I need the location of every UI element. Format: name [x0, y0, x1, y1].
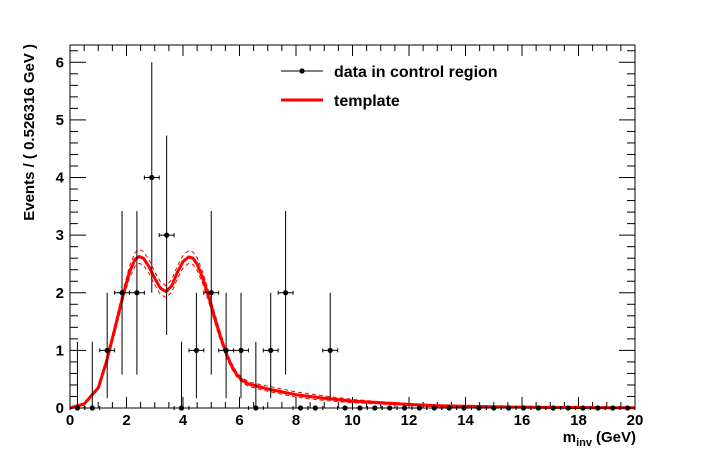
data-points — [69, 62, 636, 411]
template-uncertainty-band — [69, 249, 636, 409]
data-point-marker — [342, 405, 348, 411]
y-tick-label: 1 — [56, 342, 64, 359]
data-point — [114, 210, 130, 375]
data-point-marker — [535, 405, 541, 411]
data-point — [247, 341, 264, 411]
x-axis-title: minv (GeV) — [563, 429, 636, 449]
data-point-marker — [297, 405, 304, 411]
data-point-marker — [119, 290, 125, 296]
x-tick-label: 20 — [627, 412, 644, 429]
x-tick-label: 10 — [344, 412, 361, 429]
data-point-marker — [580, 405, 586, 411]
data-point-marker — [149, 174, 155, 181]
data-point-marker — [401, 405, 408, 411]
data-point-marker — [134, 290, 140, 296]
template-curves — [69, 249, 636, 410]
data-point-marker — [520, 405, 527, 411]
x-axis-title-unit: (GeV) — [596, 429, 636, 446]
data-point — [485, 405, 502, 411]
data-point-marker — [595, 405, 601, 411]
x-tick-label: 4 — [179, 412, 188, 429]
template-curve — [69, 255, 636, 410]
y-axis-title: Events / ( 0.526316 GeV ) — [21, 44, 38, 221]
y-axis-ticks: 0 1 2 3 4 5 6 — [56, 50, 635, 417]
data-point — [188, 292, 205, 399]
data-point-marker — [312, 405, 318, 411]
legend-data-label: data in control region — [334, 64, 498, 81]
data-point-marker — [446, 405, 452, 411]
data-point-marker — [431, 405, 437, 411]
x-tick-label: 0 — [66, 412, 74, 429]
data-point — [322, 292, 339, 399]
data-point-marker — [208, 290, 214, 296]
data-point — [233, 292, 249, 399]
data-point-marker — [164, 232, 170, 238]
x-tick-label: 16 — [514, 412, 531, 429]
data-point-marker — [416, 405, 422, 411]
data-point-marker — [268, 347, 274, 353]
data-point — [500, 405, 517, 411]
x-axis-title-subscript: inv — [576, 437, 593, 449]
data-point-marker — [223, 347, 229, 353]
data-point — [143, 62, 160, 293]
x-tick-label: 8 — [292, 412, 300, 429]
data-point — [292, 405, 309, 411]
x-tick-label: 2 — [122, 412, 130, 429]
data-point — [218, 292, 235, 399]
legend: data in control region template — [281, 64, 498, 110]
data-point — [366, 405, 383, 411]
data-point — [69, 341, 86, 411]
data-point-marker — [104, 347, 110, 353]
data-point — [277, 210, 294, 375]
x-axis-title-main: m — [563, 429, 576, 446]
data-point-marker — [565, 405, 571, 411]
data-point — [396, 405, 413, 411]
legend-template-label: template — [334, 93, 400, 110]
data-point-marker — [506, 405, 512, 411]
data-point-marker — [491, 405, 497, 411]
data-point-marker — [89, 405, 95, 411]
data-point-marker — [461, 405, 467, 411]
template-uncertainty-band — [69, 262, 636, 409]
data-point — [84, 341, 101, 411]
data-point — [173, 341, 190, 411]
data-point — [619, 405, 636, 411]
data-point-marker — [476, 405, 482, 411]
data-point-marker — [357, 405, 363, 411]
data-point-marker — [283, 290, 289, 296]
data-point-marker — [550, 405, 556, 411]
data-point — [307, 405, 324, 411]
data-point — [351, 405, 368, 411]
data-point — [262, 292, 279, 399]
data-point-marker — [193, 347, 199, 353]
data-point — [99, 292, 116, 399]
data-point-marker — [624, 405, 631, 411]
data-point — [337, 405, 354, 411]
y-tick-label: 3 — [56, 227, 64, 244]
y-tick-label: 0 — [56, 400, 64, 417]
y-tick-label: 6 — [56, 54, 64, 71]
y-tick-label: 2 — [56, 285, 64, 302]
x-tick-label: 6 — [235, 412, 243, 429]
x-tick-label: 12 — [401, 412, 418, 429]
data-point-marker — [372, 405, 378, 411]
x-tick-label: 14 — [457, 412, 474, 429]
data-point-marker — [74, 405, 81, 411]
data-point — [470, 405, 487, 411]
data-point-marker — [387, 405, 393, 411]
data-point-marker — [253, 405, 259, 411]
data-point — [604, 405, 621, 411]
y-tick-label: 5 — [56, 112, 64, 129]
y-tick-label: 4 — [56, 170, 65, 187]
legend-data-marker — [299, 68, 305, 74]
x-tick-label: 18 — [570, 412, 587, 429]
data-point-marker — [238, 347, 244, 353]
data-point-marker — [178, 405, 185, 411]
data-point — [203, 210, 220, 375]
data-point — [128, 210, 145, 375]
data-point — [158, 135, 175, 335]
data-point-marker — [610, 405, 616, 411]
data-point-marker — [327, 347, 333, 353]
